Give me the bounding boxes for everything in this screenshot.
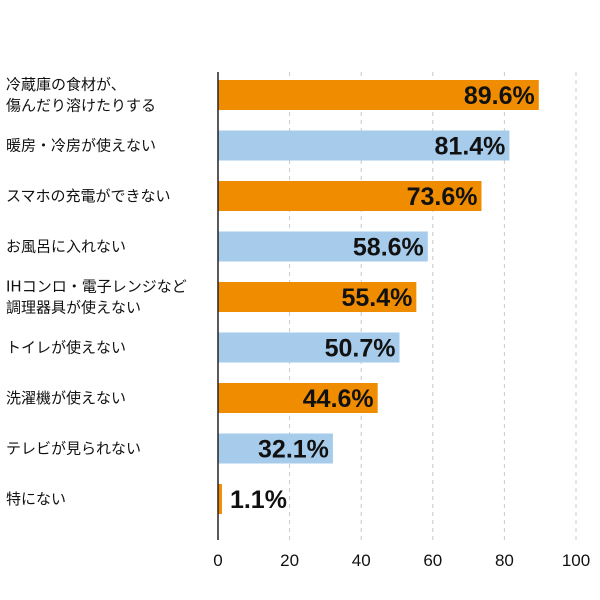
category-label: トイレが使えない — [6, 339, 126, 357]
bars — [218, 80, 539, 514]
value-label: 73.6% — [407, 183, 478, 211]
category-label: IHコンロ・電子レンジなど — [6, 278, 187, 296]
category-label: スマホの充電ができない — [6, 187, 171, 205]
value-label: 81.4% — [435, 133, 506, 161]
value-label: 58.6% — [353, 234, 424, 262]
bar — [218, 332, 400, 363]
bar — [218, 181, 482, 211]
bar — [218, 484, 222, 514]
bar — [218, 282, 417, 312]
value-label: 44.6% — [303, 385, 374, 413]
bar — [218, 383, 378, 413]
x-tick-label: 0 — [213, 551, 222, 570]
category-label: 洗濯機が使えない — [6, 389, 126, 407]
category-label: 傷んだり溶けたりする — [6, 97, 156, 115]
x-tick-label: 20 — [280, 551, 299, 570]
bar — [218, 231, 428, 262]
category-label: お風呂に入れない — [6, 238, 126, 256]
x-tick-label: 60 — [423, 551, 442, 570]
x-tick-label: 100 — [562, 551, 590, 570]
category-labels: 冷蔵庫の食材が、傷んだり溶けたりする暖房・冷房が使えないスマホの充電ができないお… — [6, 76, 187, 509]
category-label: 冷蔵庫の食材が、 — [6, 76, 126, 94]
x-tick-label: 40 — [352, 551, 371, 570]
value-label: 32.1% — [258, 436, 329, 464]
value-label: 50.7% — [325, 335, 396, 363]
category-label: テレビが見られない — [6, 440, 141, 458]
category-label: 特にない — [6, 490, 66, 508]
value-label: 1.1% — [230, 486, 287, 514]
category-label: 調理器具が使えない — [6, 299, 141, 317]
x-tick-labels: 0 20 40 60 80 100 — [213, 551, 590, 570]
bar — [218, 130, 510, 161]
value-label: 55.4% — [341, 284, 412, 312]
category-label: 暖房・冷房が使えない — [6, 137, 156, 155]
x-tick-label: 80 — [495, 551, 514, 570]
value-labels: 89.6% 81.4% 73.6% 58.6% 55.4% 50.7% 44.6% 32.1%… — [230, 82, 535, 514]
value-label: 89.6% — [464, 82, 535, 110]
bar — [218, 80, 539, 110]
bar — [218, 433, 333, 464]
